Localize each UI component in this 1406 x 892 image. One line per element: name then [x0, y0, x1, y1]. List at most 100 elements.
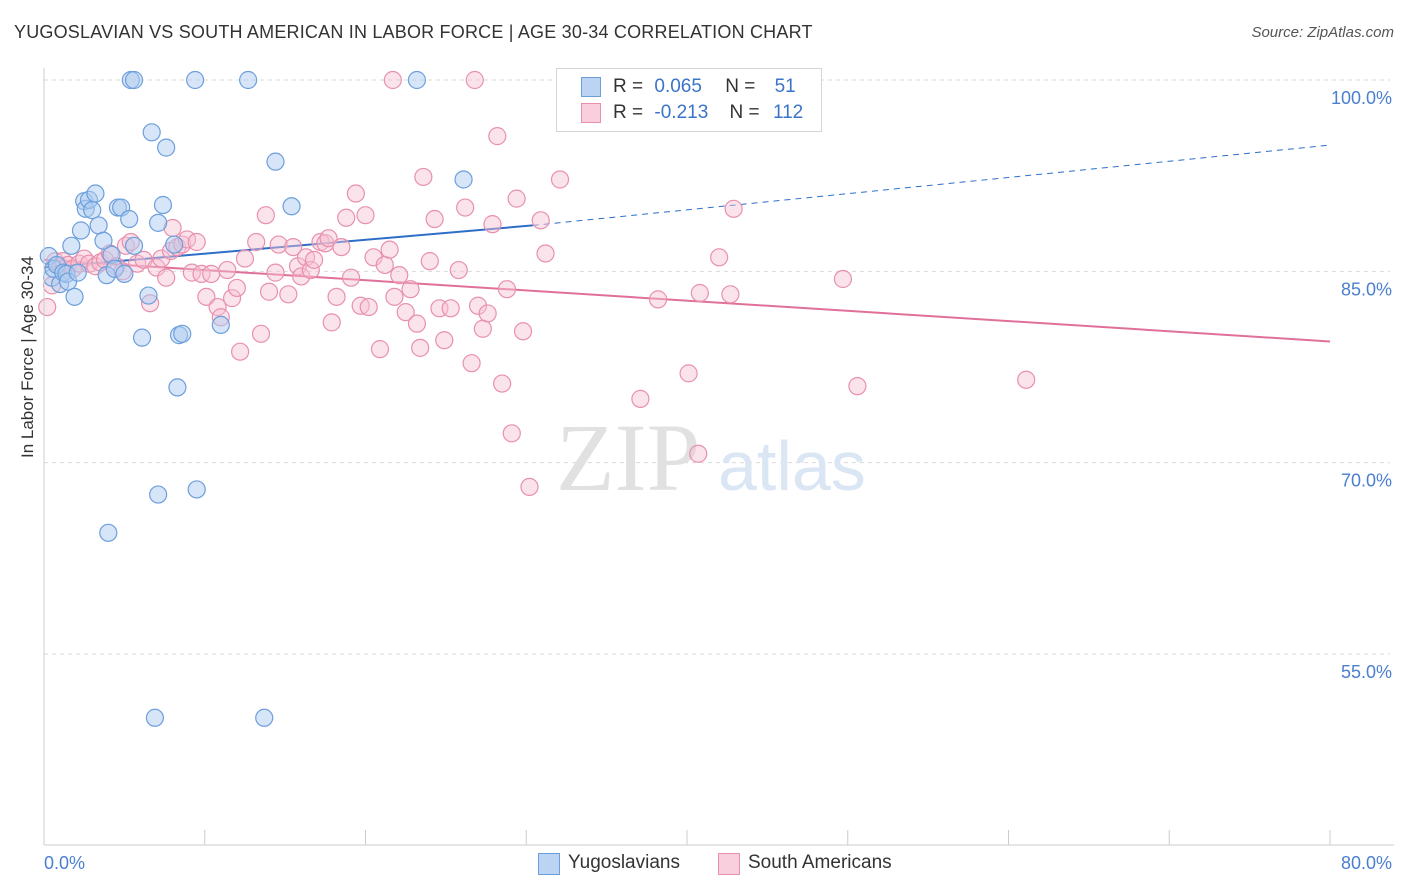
point-yugoslavians-33 — [153, 195, 173, 215]
point-south-americans-84 — [462, 354, 481, 373]
point-south-americans-45 — [266, 263, 285, 282]
point-south-americans-83 — [456, 198, 475, 217]
point-yugoslavians-42 — [282, 197, 301, 216]
point-south-americans-108 — [724, 199, 743, 218]
point-south-americans-48 — [284, 237, 303, 257]
point-yugoslavians-37 — [173, 324, 192, 343]
point-south-americans-74 — [407, 314, 427, 333]
point-south-americans-59 — [332, 237, 351, 257]
y-axis-label: In Labor Force | Age 30-34 — [18, 256, 37, 458]
point-south-americans-43 — [256, 206, 275, 225]
point-yugoslavians-11 — [71, 221, 91, 240]
point-yugoslavians-46 — [149, 485, 168, 504]
point-south-americans-95 — [520, 477, 539, 497]
point-south-americans-88 — [483, 215, 502, 234]
point-south-americans-34 — [208, 297, 227, 317]
point-south-americans-102 — [648, 290, 668, 309]
point-yugoslavians-44 — [454, 170, 473, 189]
chart-title: YUGOSLAVIAN VS SOUTH AMERICAN IN LABOR F… — [14, 22, 813, 42]
legend-r-value-2: -0.213 — [654, 102, 709, 123]
legend-text-2: R = -0.213 N = 112 — [613, 102, 804, 123]
point-south-americans-78 — [425, 209, 444, 229]
correlation-legend: R = 0.065 N = 51 R = -0.213 N = 112 — [556, 68, 822, 132]
point-yugoslavians-10 — [68, 263, 87, 282]
point-yugoslavians-30 — [139, 286, 158, 305]
legend-text-1: R = 0.065 N = 51 — [613, 76, 796, 97]
grid-layer — [44, 79, 1390, 655]
point-south-americans-41 — [247, 232, 266, 252]
point-south-americans-111 — [1017, 370, 1036, 389]
point-south-americans-107 — [721, 285, 740, 304]
point-yugoslavians-25 — [120, 209, 139, 229]
point-south-americans-73 — [401, 280, 420, 299]
point-south-americans-23 — [157, 268, 176, 287]
point-yugoslavians-29 — [132, 328, 152, 347]
legend-swatch-blue — [581, 77, 601, 97]
point-south-americans-64 — [356, 206, 375, 225]
trend-yugoslavians-extension — [532, 144, 1331, 226]
point-yugoslavians-50 — [255, 708, 274, 727]
point-south-americans-70 — [385, 287, 404, 306]
point-south-americans-103 — [679, 364, 698, 383]
south-americans-points — [38, 70, 1036, 497]
point-south-americans-90 — [493, 374, 512, 393]
point-yugoslavians-35 — [165, 235, 184, 254]
point-yugoslavians-8 — [62, 236, 81, 255]
point-yugoslavians-45 — [168, 378, 187, 397]
point-south-americans-67 — [370, 340, 390, 359]
point-south-americans-0 — [38, 297, 57, 317]
point-south-americans-68 — [375, 255, 394, 275]
point-yugoslavians-26 — [124, 236, 144, 255]
point-yugoslavians-24 — [115, 264, 134, 283]
point-south-americans-52 — [301, 260, 320, 280]
bottom-legend-label-2: South Americans — [748, 852, 892, 873]
point-south-americans-53 — [304, 250, 324, 269]
point-south-americans-89 — [488, 127, 507, 146]
point-south-americans-29 — [182, 263, 201, 282]
point-south-americans-92 — [502, 424, 521, 443]
x-tick-label-max: 80.0% — [1341, 853, 1392, 873]
point-south-americans-44 — [259, 282, 279, 301]
point-yugoslavians-16 — [86, 184, 105, 203]
y-tick-label-70: 70.0% — [1341, 471, 1392, 491]
trend-south-americans — [43, 258, 1331, 343]
point-yugoslavians-43 — [407, 70, 427, 90]
legend-n-value-2: 112 — [772, 102, 804, 123]
y-tick-label-85: 85.0% — [1341, 279, 1392, 299]
point-south-americans-75 — [411, 338, 430, 357]
point-south-americans-110 — [848, 377, 867, 396]
point-south-americans-71 — [390, 266, 409, 285]
watermark-atlas: atlas — [718, 427, 866, 505]
point-yugoslavians-40 — [239, 70, 258, 90]
point-south-americans-99 — [383, 70, 402, 90]
point-south-americans-93 — [507, 189, 526, 208]
point-south-americans-77 — [420, 252, 439, 271]
point-south-americans-40 — [235, 249, 255, 268]
point-yugoslavians-17 — [89, 216, 108, 235]
point-south-americans-65 — [359, 297, 378, 317]
point-south-americans-22 — [152, 249, 171, 268]
point-south-americans-101 — [631, 389, 650, 408]
point-south-americans-30 — [187, 232, 206, 252]
legend-swatch-pink — [581, 103, 601, 123]
point-yugoslavians-48 — [99, 523, 118, 542]
point-south-americans-42 — [251, 324, 271, 343]
point-south-americans-32 — [197, 287, 216, 306]
point-yugoslavians-49 — [145, 708, 165, 727]
point-yugoslavians-15 — [83, 201, 102, 220]
point-south-americans-106 — [690, 283, 709, 303]
point-south-americans-94 — [513, 322, 533, 341]
point-yugoslavians-31 — [142, 123, 161, 142]
point-south-americans-109 — [833, 269, 853, 289]
trend-lines — [43, 144, 1331, 343]
point-south-americans-72 — [396, 303, 415, 322]
point-south-americans-58 — [327, 287, 346, 306]
point-south-americans-97 — [536, 244, 555, 263]
point-south-americans-104 — [710, 248, 729, 267]
bottom-swatch-pink — [718, 853, 740, 875]
point-south-americans-60 — [337, 208, 356, 227]
point-south-americans-86 — [473, 319, 492, 338]
point-south-americans-69 — [380, 240, 399, 259]
y-tick-label-55: 55.0% — [1341, 662, 1392, 682]
